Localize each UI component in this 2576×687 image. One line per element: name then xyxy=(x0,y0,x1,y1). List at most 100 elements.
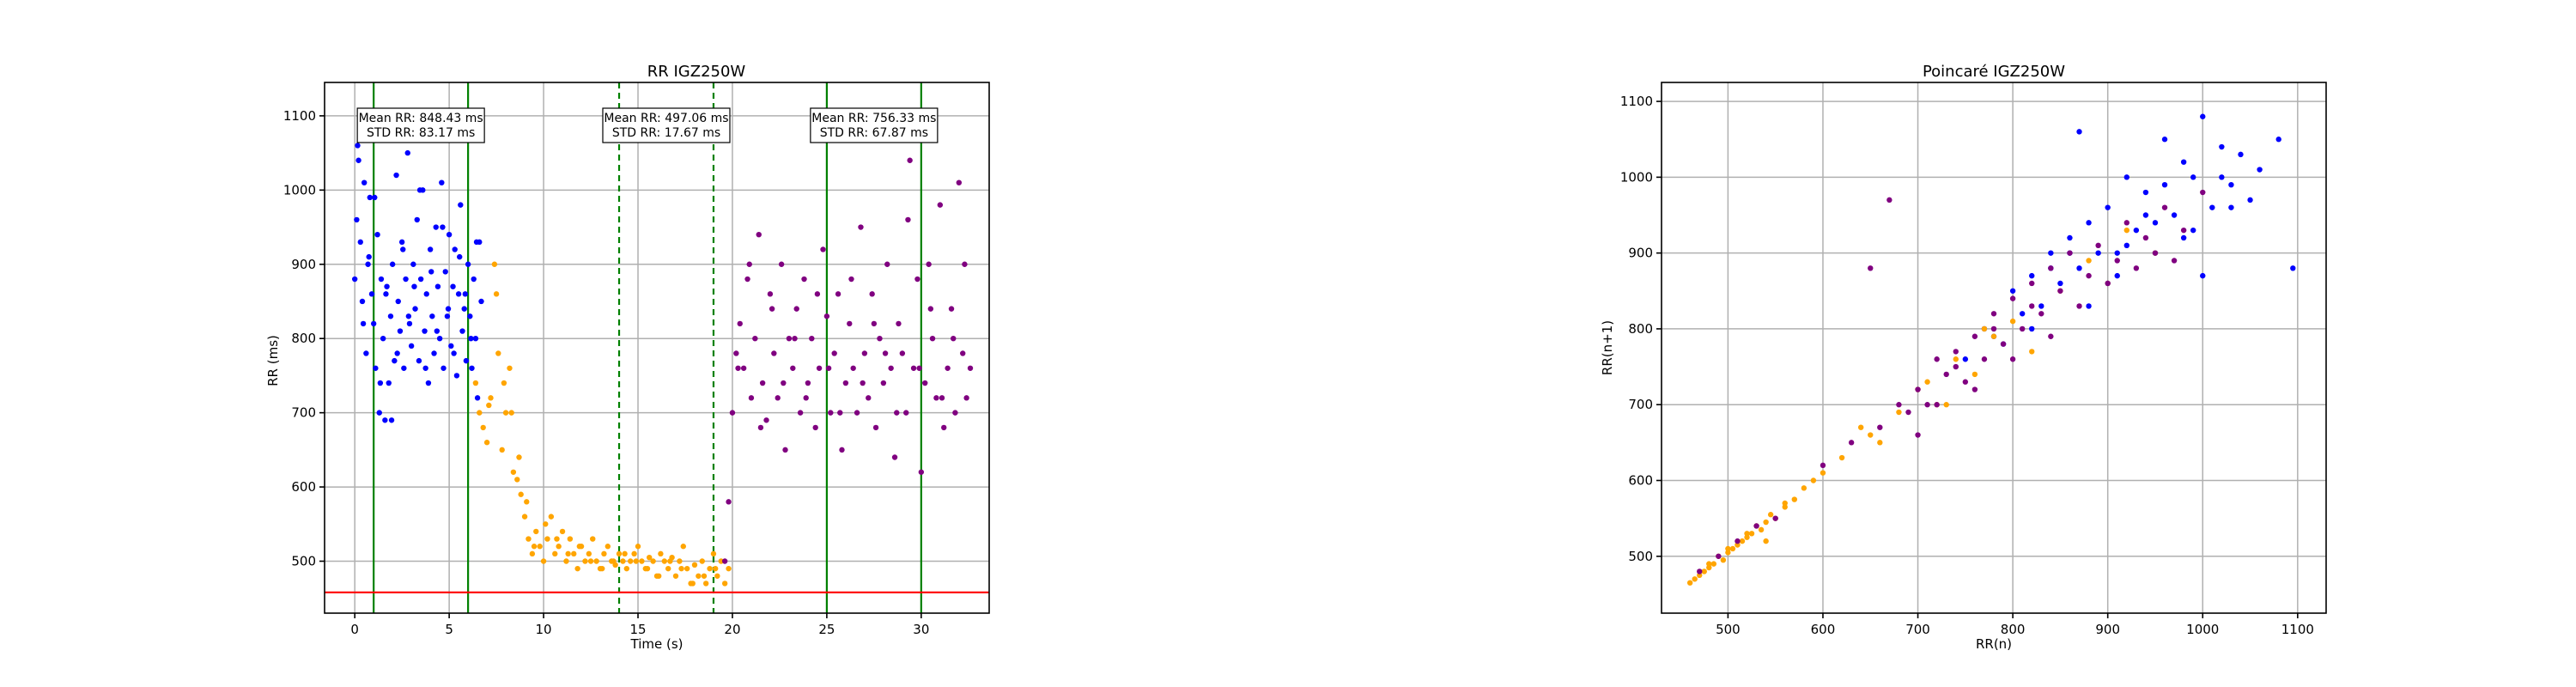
data-point xyxy=(1701,568,1707,575)
data-point xyxy=(2086,220,2092,226)
data-point xyxy=(1772,515,1778,521)
data-point xyxy=(403,276,409,283)
data-point xyxy=(2086,258,2092,264)
data-point xyxy=(416,357,422,364)
data-point xyxy=(790,365,796,371)
data-point xyxy=(623,565,630,572)
data-point xyxy=(370,320,377,327)
data-point xyxy=(480,424,486,431)
data-point xyxy=(436,335,443,342)
data-point xyxy=(423,291,429,297)
data-point xyxy=(2114,272,2120,279)
data-point xyxy=(729,410,736,416)
rr-chart-grid xyxy=(325,82,989,613)
data-point xyxy=(2029,349,2035,355)
data-point xyxy=(590,536,596,542)
data-point xyxy=(574,565,580,572)
data-point xyxy=(1981,325,1988,332)
data-point xyxy=(1934,402,1940,408)
data-point xyxy=(417,276,424,283)
data-point xyxy=(2247,197,2253,204)
data-point xyxy=(655,573,662,579)
data-point xyxy=(1735,538,1741,544)
data-point xyxy=(416,187,423,193)
data-point xyxy=(1763,519,1769,526)
data-point xyxy=(763,417,769,423)
data-point xyxy=(582,558,588,564)
data-point xyxy=(710,550,717,557)
data-point xyxy=(2200,272,2206,279)
x-tick-label: 15 xyxy=(629,622,646,637)
data-point xyxy=(680,544,686,550)
data-point xyxy=(929,335,936,342)
data-point xyxy=(952,410,958,416)
poincare-chart-title: Poincaré IGZ250W xyxy=(1923,63,2065,81)
data-point xyxy=(2180,159,2187,165)
data-point xyxy=(871,320,878,327)
data-point xyxy=(548,514,555,520)
data-point xyxy=(431,350,437,356)
y-tick-label: 1000 xyxy=(1620,169,1653,185)
data-point xyxy=(493,291,500,297)
data-point xyxy=(2076,129,2082,135)
data-point xyxy=(882,350,889,356)
data-point xyxy=(825,365,832,371)
data-point xyxy=(757,424,764,431)
data-point xyxy=(1735,542,1741,548)
data-point xyxy=(439,179,445,185)
data-point xyxy=(1697,572,1703,579)
data-point xyxy=(359,298,366,305)
data-point xyxy=(2009,356,2016,362)
data-point xyxy=(502,410,509,416)
data-point xyxy=(2076,303,2082,309)
data-point xyxy=(524,499,530,505)
data-point xyxy=(884,261,890,267)
data-point xyxy=(2029,272,2035,279)
data-point xyxy=(2219,143,2225,150)
data-point xyxy=(737,320,743,327)
data-point xyxy=(759,380,766,386)
data-point xyxy=(631,550,637,557)
data-point xyxy=(837,410,843,416)
data-point xyxy=(444,313,451,319)
data-point xyxy=(469,365,475,371)
data-point xyxy=(2161,204,2168,210)
data-point xyxy=(368,291,375,297)
data-point xyxy=(2219,174,2225,180)
data-point xyxy=(586,550,592,557)
data-point xyxy=(2086,303,2092,309)
data-point xyxy=(1710,561,1717,567)
data-point xyxy=(440,224,446,230)
x-tick-label: 1000 xyxy=(2186,622,2219,637)
data-point xyxy=(384,283,390,289)
data-point xyxy=(478,298,484,305)
data-point xyxy=(748,395,755,401)
data-point xyxy=(351,276,358,283)
data-point xyxy=(483,440,490,446)
data-point xyxy=(2123,242,2129,249)
data-point xyxy=(835,291,841,297)
x-tick-label: 5 xyxy=(445,622,453,637)
rr-chart-title: RR IGZ250W xyxy=(647,63,746,81)
data-point xyxy=(386,380,392,386)
data-point xyxy=(1868,432,1874,438)
y-tick-label: 800 xyxy=(1628,321,1653,337)
data-point xyxy=(507,365,513,371)
data-point xyxy=(718,558,724,564)
data-point xyxy=(620,558,626,564)
data-point xyxy=(771,350,777,356)
data-point xyxy=(956,179,963,185)
data-point xyxy=(1791,496,1797,502)
data-point xyxy=(1924,402,1930,408)
data-point xyxy=(468,335,474,342)
data-point xyxy=(616,550,623,557)
data-point xyxy=(434,328,440,334)
data-point xyxy=(775,395,781,401)
data-point xyxy=(756,231,762,238)
data-point xyxy=(1782,500,1788,507)
data-point xyxy=(377,380,384,386)
data-point xyxy=(635,544,641,550)
data-point xyxy=(933,395,939,401)
data-point xyxy=(400,246,406,252)
